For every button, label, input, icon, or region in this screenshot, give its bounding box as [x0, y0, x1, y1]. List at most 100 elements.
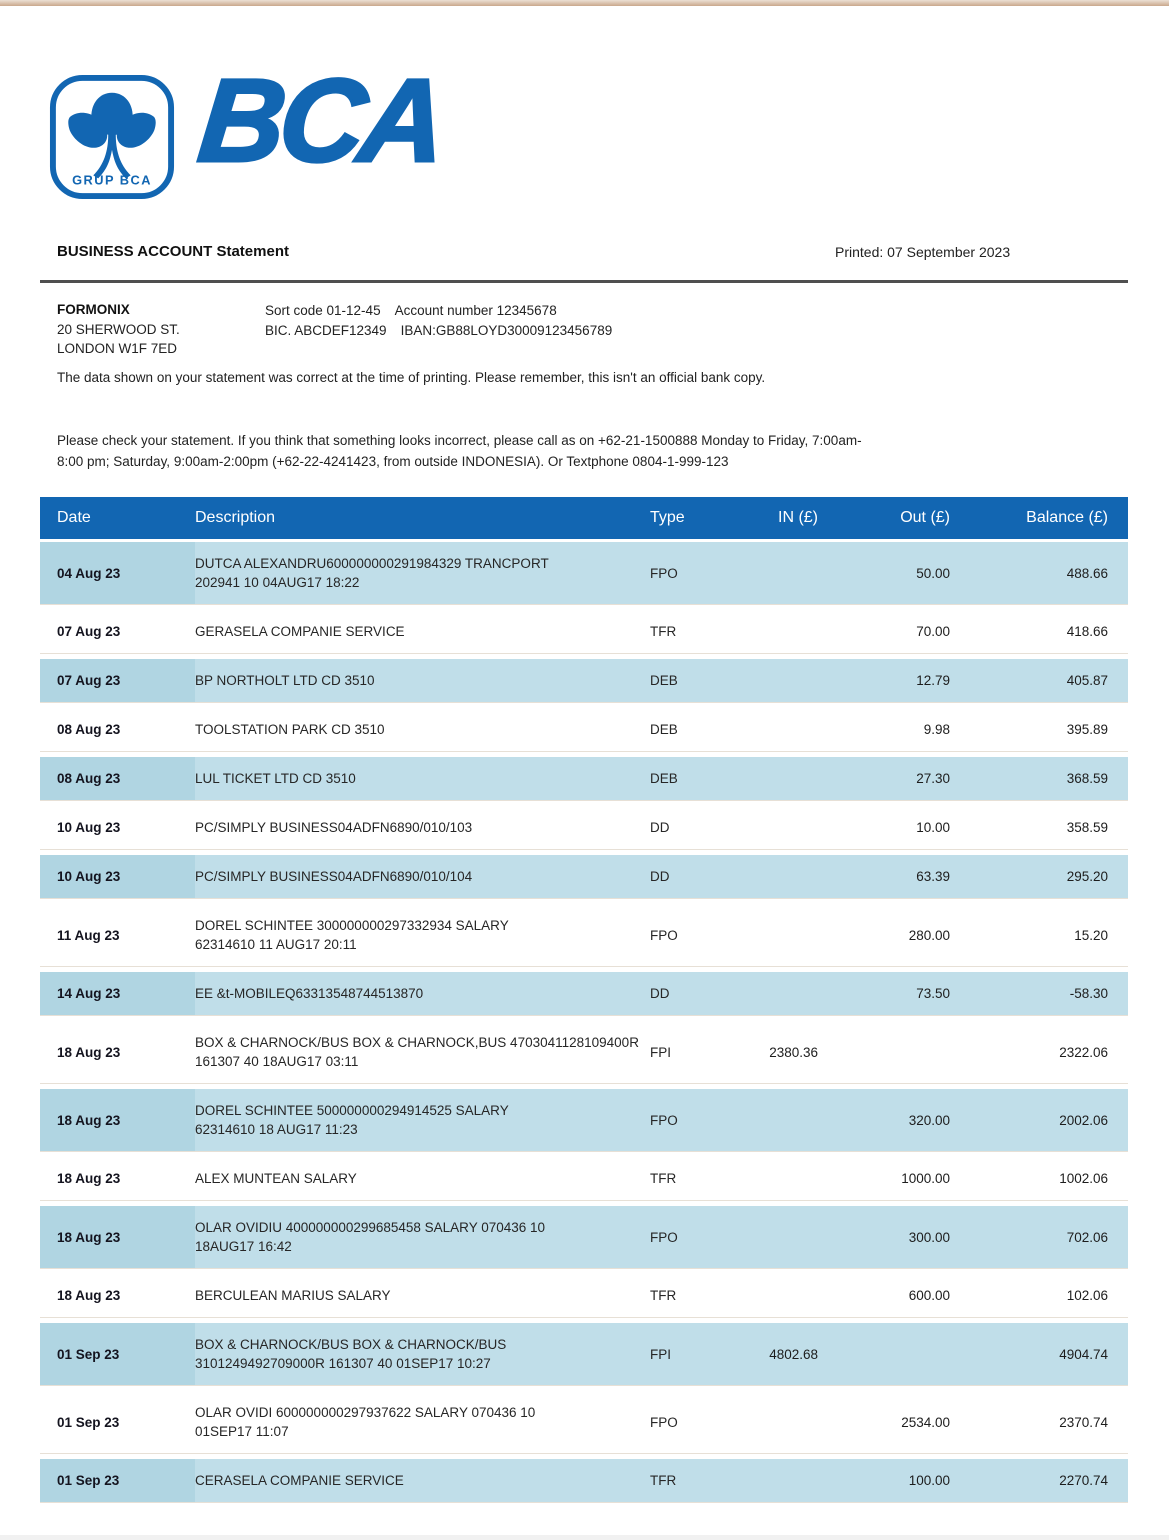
- description-line: DOREL SCHINTEE 300000000297332934 SALARY: [195, 918, 509, 933]
- row-in-amount: [730, 904, 828, 966]
- row-date: 18 Aug 23: [57, 1044, 121, 1060]
- column-header-description: Description: [195, 509, 276, 526]
- row-balance: 2370.74: [1059, 1414, 1108, 1430]
- row-description: PC/SIMPLY BUSINESS04ADFN6890/010/103: [195, 806, 650, 849]
- description-line: TOOLSTATION PARK CD 3510: [195, 722, 385, 737]
- row-date: 10 Aug 23: [57, 820, 121, 835]
- description-line: BOX & CHARNOCK/BUS BOX & CHARNOCK/BUS: [195, 1337, 507, 1352]
- row-date: 11 Aug 23: [57, 927, 120, 943]
- account-holder-name: FORMONIX: [57, 302, 130, 317]
- table-row: 11 Aug 23 DOREL SCHINTEE 3000000002973329…: [40, 904, 1128, 967]
- table-header-row: Date Description Type IN (£) Out (£) Bal…: [40, 497, 1128, 539]
- table-row: 18 Aug 23 BOX & CHARNOCK/BUS BOX & CHARNO…: [40, 1021, 1128, 1084]
- row-date: 07 Aug 23: [57, 624, 121, 639]
- row-out-amount: 9.98: [923, 722, 950, 737]
- table-row: 08 Aug 23 LUL TICKET LTD CD 3510 DEB 27.30 3…: [40, 757, 1128, 801]
- column-header-in: IN (£): [778, 509, 818, 526]
- row-out-amount: [828, 1323, 960, 1385]
- row-description: ALEX MUNTEAN SALARY: [195, 1157, 650, 1200]
- row-description: GERASELA COMPANIE SERVICE: [195, 610, 650, 653]
- description-line: 18AUG17 16:42: [195, 1239, 292, 1254]
- table-row: 18 Aug 23 OLAR OVIDIU 400000000299685458 …: [40, 1206, 1128, 1269]
- address-line-2: LONDON W1F 7ED: [57, 341, 178, 356]
- row-balance: 488.66: [1066, 565, 1108, 581]
- description-line: 202941 10 04AUG17 18:22: [195, 575, 360, 590]
- statement-title-row: BUSINESS ACCOUNT Statement Printed: 07 S…: [40, 243, 1128, 267]
- description-line: 161307 40 18AUG17 03:11: [195, 1054, 359, 1069]
- row-description: BERCULEAN MARIUS SALARY: [195, 1274, 650, 1317]
- row-type: FPI: [650, 1044, 672, 1060]
- row-type: FPO: [650, 1112, 678, 1128]
- row-date: 18 Aug 23: [57, 1171, 121, 1186]
- row-date: 18 Aug 23: [40, 1089, 195, 1151]
- row-in-amount: [730, 757, 828, 800]
- bca-flower-logo-icon: GRUP BCA: [48, 73, 176, 201]
- description-line: GERASELA COMPANIE SERVICE: [195, 624, 405, 639]
- row-type: FPI: [650, 1346, 672, 1362]
- row-date: 18 Aug 23: [57, 1288, 121, 1303]
- row-out-amount: 12.79: [916, 673, 950, 688]
- sort-code: Sort code 01-12-45: [265, 303, 381, 318]
- description-line: 62314610 11 AUG17 20:11: [195, 937, 357, 952]
- row-out-amount: 100.00: [908, 1473, 950, 1488]
- description-line: ALEX MUNTEAN SALARY: [195, 1171, 357, 1186]
- table-row: 04 Aug 23 DUTCA ALEXANDRU6000000002919843…: [40, 542, 1128, 605]
- bca-wordmark: BCA: [192, 54, 450, 189]
- row-balance: 368.59: [1066, 771, 1108, 786]
- iban: IBAN:GB88LOYD30009123456789: [400, 322, 613, 338]
- row-type: DEB: [650, 722, 678, 737]
- table-row: 10 Aug 23 PC/SIMPLY BUSINESS04ADFN6890/01…: [40, 855, 1128, 899]
- row-date: 01 Sep 23: [57, 1414, 120, 1430]
- row-balance: 2322.06: [1059, 1044, 1108, 1060]
- table-row: 10 Aug 23 PC/SIMPLY BUSINESS04ADFN6890/01…: [40, 806, 1128, 850]
- column-header-date: Date: [57, 509, 91, 526]
- row-in-amount: [730, 1391, 828, 1453]
- row-description: TOOLSTATION PARK CD 3510: [195, 708, 650, 751]
- row-type: DD: [650, 869, 670, 884]
- row-out-amount: 10.00: [916, 820, 950, 835]
- row-type: FPO: [650, 1414, 678, 1430]
- account-number: Account number 12345678: [394, 303, 557, 318]
- row-description: LUL TICKET LTD CD 3510: [195, 757, 650, 800]
- row-out-amount: 2534.00: [901, 1414, 950, 1430]
- row-type: TFR: [650, 1473, 677, 1488]
- transactions-table: Date Description Type IN (£) Out (£) Bal…: [40, 497, 1128, 1508]
- row-out-amount: 50.00: [916, 565, 950, 581]
- row-out-amount: 600.00: [908, 1288, 950, 1303]
- row-type: FPO: [650, 927, 678, 943]
- row-in-amount: [730, 806, 828, 849]
- row-in-amount: [730, 855, 828, 898]
- row-type: TFR: [650, 1171, 677, 1186]
- contact-notice-line-1: Please check your statement. If you thin…: [57, 433, 862, 448]
- row-out-amount: 27.30: [916, 771, 950, 786]
- row-type: FPO: [650, 1229, 678, 1245]
- row-description: DUTCA ALEXANDRU600000000291984329 TRANCP…: [195, 542, 650, 604]
- row-description: BOX & CHARNOCK/BUS BOX & CHARNOCK/BUS 310…: [195, 1323, 650, 1385]
- row-out-amount: 63.39: [916, 869, 950, 884]
- table-row: 18 Aug 23 BERCULEAN MARIUS SALARY TFR 600.0…: [40, 1274, 1128, 1318]
- description-line: BOX & CHARNOCK/BUS BOX & CHARNOCK,BUS 47…: [195, 1035, 639, 1050]
- description-line: PC/SIMPLY BUSINESS04ADFN6890/010/104: [195, 869, 473, 884]
- page-bottom-edge: [0, 1535, 1169, 1540]
- row-balance: 395.89: [1066, 722, 1108, 737]
- table-row: 07 Aug 23 BP NORTHOLT LTD CD 3510 DEB 12.79…: [40, 659, 1128, 703]
- row-in-amount: [730, 1157, 828, 1200]
- description-line: OLAR OVIDIU 400000000299685458 SALARY 07…: [195, 1220, 546, 1235]
- row-balance: 4904.74: [1059, 1346, 1108, 1362]
- print-disclaimer: The data shown on your statement was cor…: [57, 370, 766, 385]
- column-header-type: Type: [650, 509, 685, 526]
- row-description: OLAR OVIDIU 400000000299685458 SALARY 07…: [195, 1206, 650, 1268]
- table-row: 18 Aug 23 ALEX MUNTEAN SALARY TFR 1000.00 10…: [40, 1157, 1128, 1201]
- row-in-amount: [730, 708, 828, 751]
- row-in-amount: 2380.36: [769, 1044, 818, 1060]
- row-out-amount: 70.00: [916, 624, 950, 639]
- column-header-balance: Balance (£): [1026, 509, 1108, 526]
- row-balance: 2270.74: [1059, 1473, 1108, 1488]
- row-description: OLAR OVIDI 600000000297937622 SALARY 070…: [195, 1391, 650, 1453]
- row-date: 14 Aug 23: [40, 972, 195, 1015]
- row-description: PC/SIMPLY BUSINESS04ADFN6890/010/104: [195, 855, 650, 898]
- address-line-1: 20 SHERWOOD ST.: [57, 321, 180, 337]
- row-date: 08 Aug 23: [57, 722, 121, 737]
- description-line: EE &t-MOBILEQ63313548744513870: [195, 986, 424, 1001]
- row-description: DOREL SCHINTEE 300000000297332934 SALARY…: [195, 904, 650, 966]
